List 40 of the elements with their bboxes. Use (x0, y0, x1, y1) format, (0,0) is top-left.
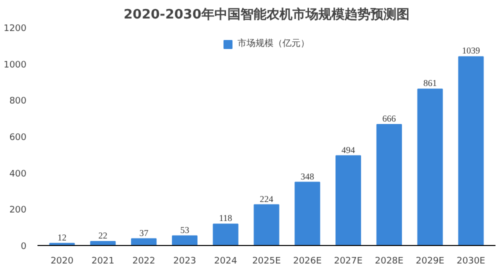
data-label: 666 (382, 114, 396, 124)
chart-title: 2020-2030年中国智能农机市场规模趋势预测图 (124, 6, 410, 22)
y-tick-label: 1200 (4, 24, 27, 34)
data-label: 1039 (462, 46, 480, 56)
x-tick-label: 2025E (252, 256, 282, 266)
data-label: 494 (342, 144, 356, 155)
bar (254, 204, 280, 246)
x-tick-label: 2027E (334, 256, 363, 266)
y-tick-label: 1000 (4, 60, 27, 70)
data-label: 12 (58, 232, 67, 242)
x-tick-label: 2029E (416, 256, 445, 266)
bar (131, 238, 157, 246)
data-label: 118 (219, 213, 233, 224)
x-tick-label: 2022 (132, 256, 156, 266)
bar (376, 124, 402, 246)
data-label: 22 (98, 230, 108, 241)
data-label: 224 (260, 194, 274, 204)
bar (458, 56, 484, 246)
y-tick-label: 200 (9, 206, 27, 216)
data-label: 37 (139, 228, 149, 238)
x-tick-label: 2026E (293, 256, 322, 266)
x-tick-label: 2024 (214, 256, 238, 266)
data-label: 348 (300, 171, 315, 182)
data-label: 53 (180, 224, 190, 235)
data-label: 861 (423, 78, 437, 88)
x-tick-label: 2028E (374, 256, 404, 266)
x-tick-label: 2021 (91, 256, 114, 266)
bar (212, 224, 238, 246)
bar (172, 235, 198, 246)
y-tick-label: 600 (9, 133, 27, 143)
bar (417, 88, 443, 246)
y-tick-label: 0 (20, 242, 27, 252)
legend-label: 市场规模（亿元） (238, 38, 310, 50)
x-tick-label: 2023 (173, 256, 196, 266)
y-tick-label: 800 (9, 96, 27, 107)
x-tick-label: 2020 (50, 256, 74, 266)
x-tick-label: 2030E (456, 256, 486, 266)
y-tick-label: 400 (9, 169, 27, 180)
bar (336, 155, 362, 246)
bar (294, 182, 320, 246)
